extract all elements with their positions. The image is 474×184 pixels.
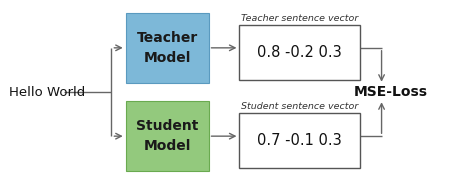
FancyBboxPatch shape [239,25,360,80]
Text: 0.7 -0.1 0.3: 0.7 -0.1 0.3 [257,133,342,148]
Text: MSE-Loss: MSE-Loss [354,85,428,99]
Text: 0.8 -0.2 0.3: 0.8 -0.2 0.3 [257,45,342,60]
Text: Teacher
Model: Teacher Model [137,31,198,65]
Text: Student
Model: Student Model [136,119,198,153]
Text: Student sentence vector: Student sentence vector [241,102,358,111]
FancyBboxPatch shape [126,101,209,171]
Text: Hello World: Hello World [9,86,86,98]
FancyBboxPatch shape [239,113,360,168]
Text: Teacher sentence vector: Teacher sentence vector [241,14,358,23]
FancyBboxPatch shape [126,13,209,83]
